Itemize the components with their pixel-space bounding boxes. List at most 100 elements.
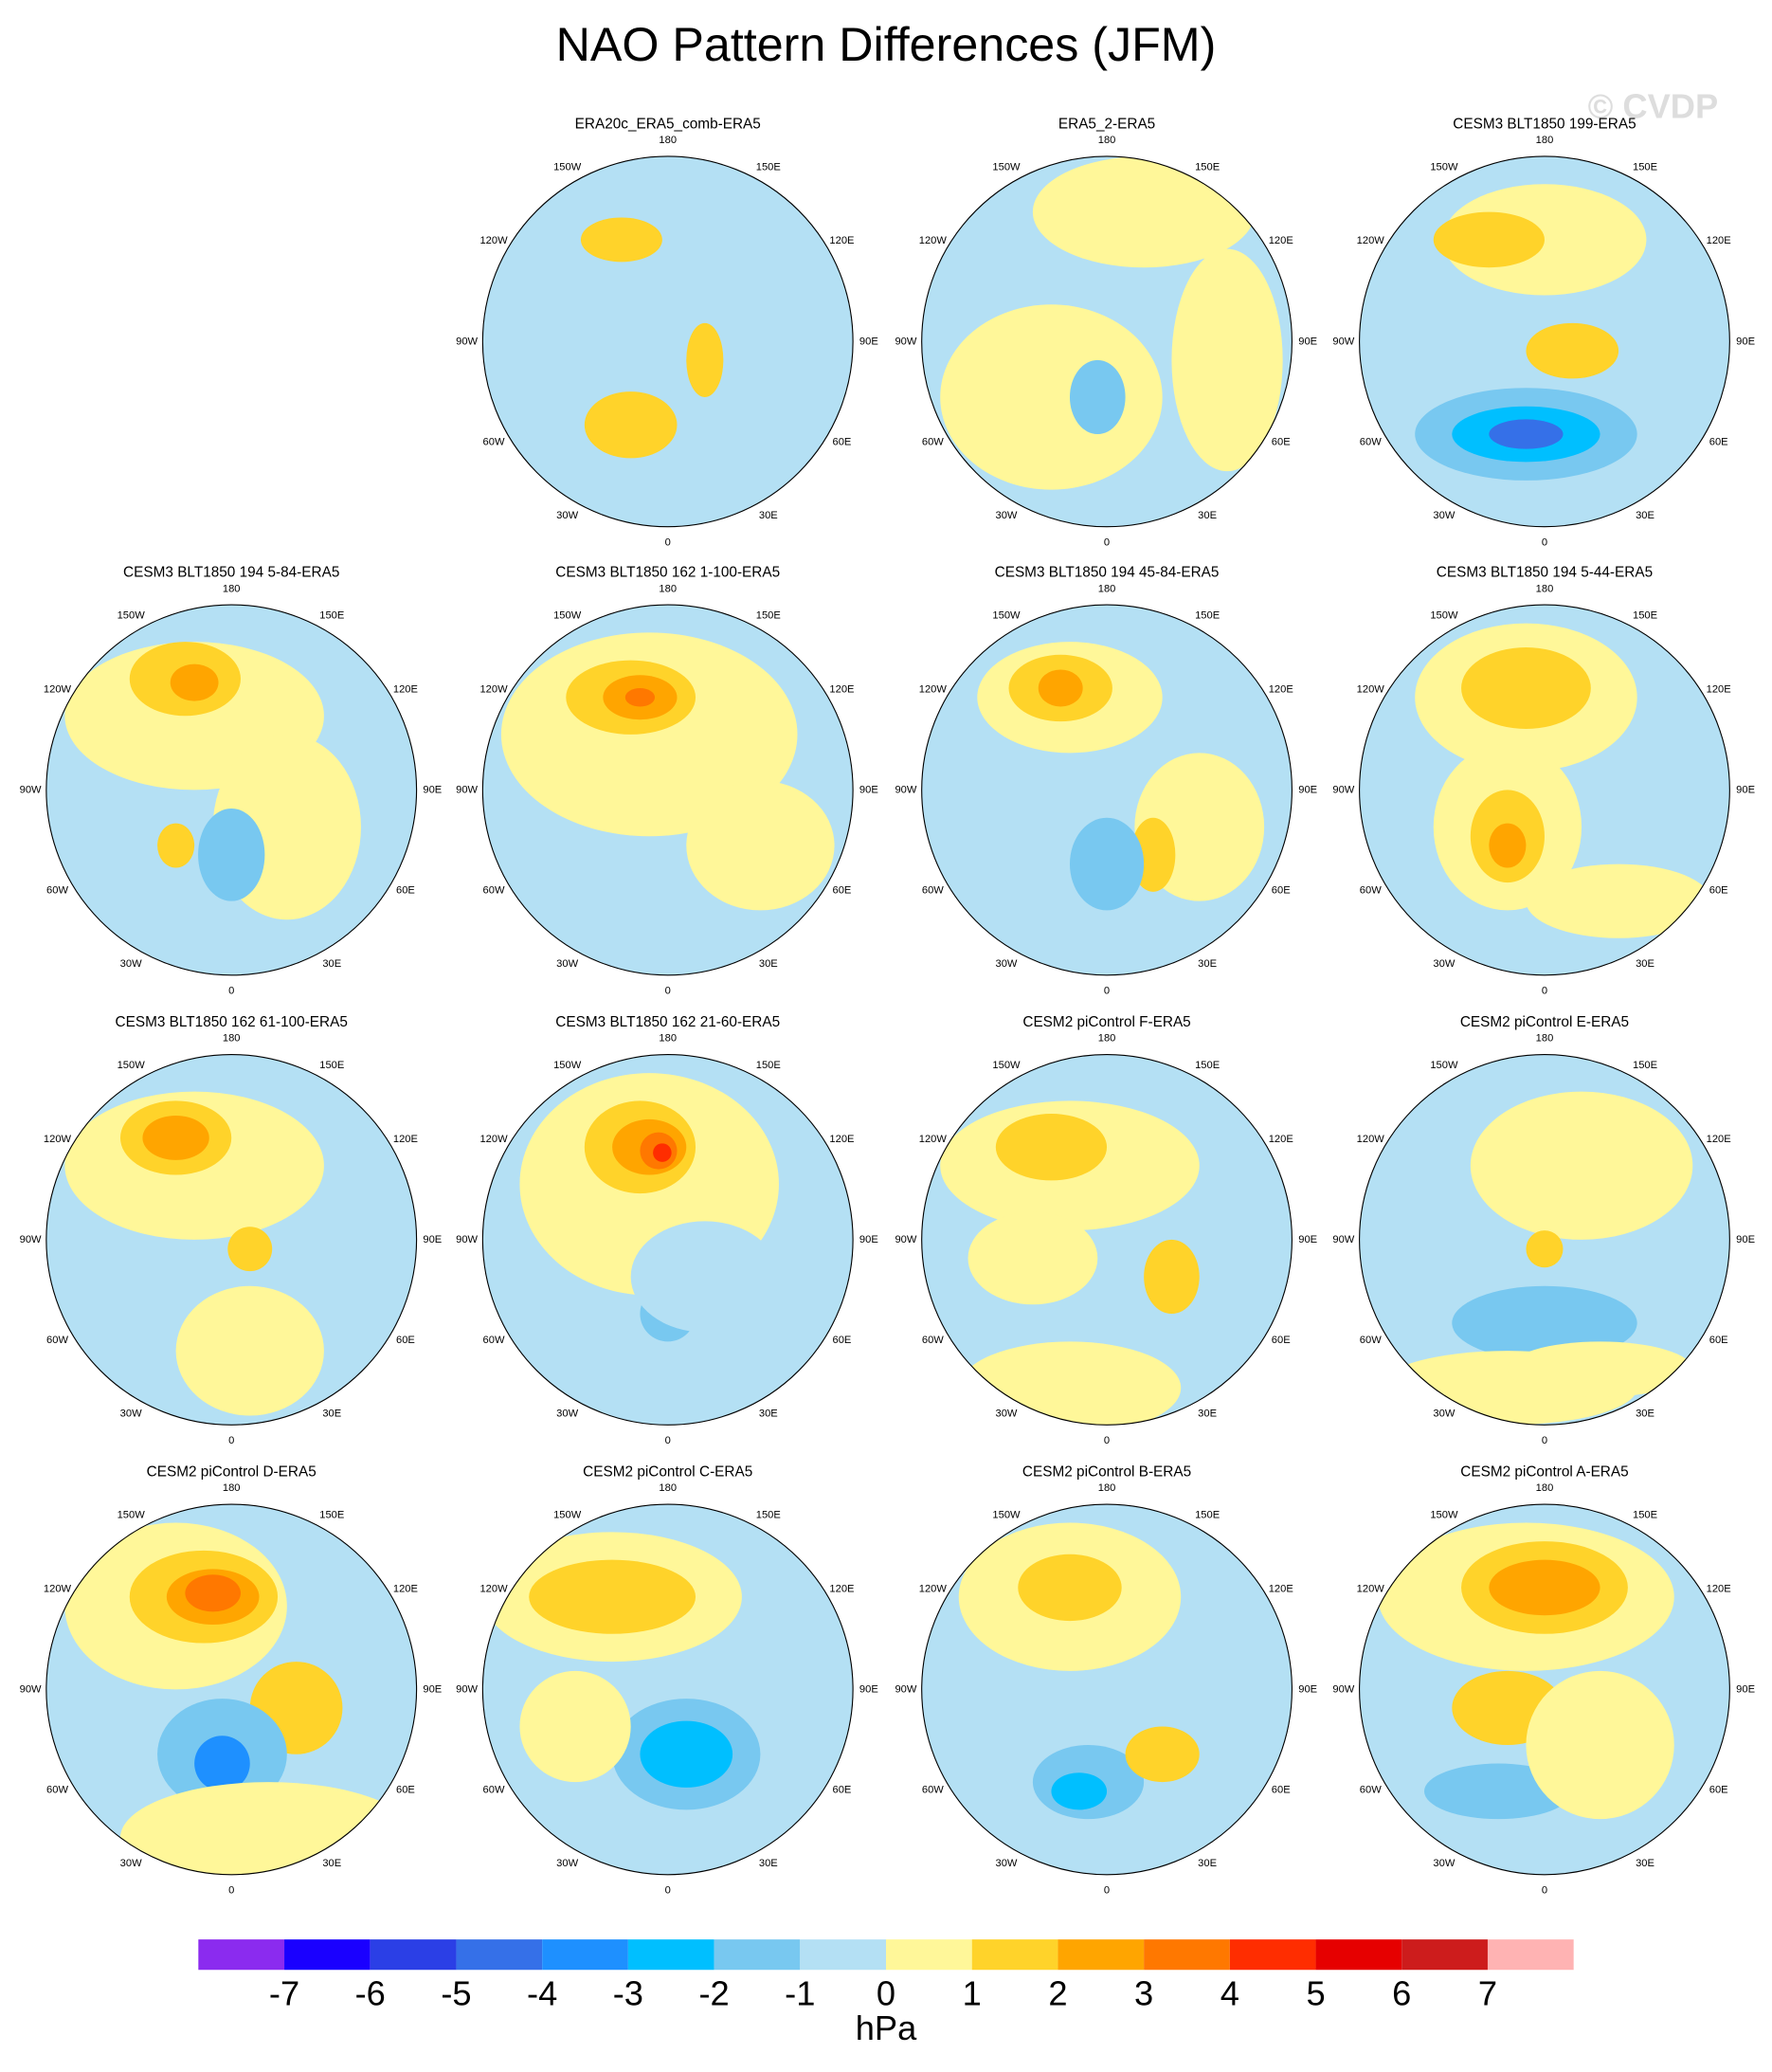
longitude-label: 150W [118,610,146,622]
longitude-label: 180 [1536,583,1554,594]
panel-title: CESM3 BLT1850 194 5-84-ERA5 [123,565,339,581]
anomaly-region [1526,1670,1674,1820]
longitude-label: 120E [829,683,854,695]
longitude-label: 30W [996,1409,1018,1420]
anomaly-region [1526,1230,1564,1268]
map [921,1504,1293,1875]
longitude-label: 90E [1298,1234,1317,1245]
anomaly-region [686,322,724,397]
longitude-label: 90E [1736,784,1755,795]
longitude-label: 150E [1633,610,1657,622]
longitude-label: 120W [44,1583,72,1594]
panel-title: CESM2 piControl D-ERA5 [147,1464,316,1481]
longitude-label: 30W [556,958,578,970]
anomaly-region [198,808,265,901]
colorbar-box [1229,1939,1316,1971]
longitude-label: 0 [1542,536,1547,548]
longitude-label: 60E [396,1784,415,1795]
longitude-label: 90E [1736,336,1755,347]
colorbar-label: -6 [355,1974,386,2013]
map [1359,155,1730,527]
map [45,605,417,975]
longitude-label: 120W [479,683,508,695]
colorbar-box [284,1939,371,1971]
longitude-label: 60W [1360,1335,1382,1346]
map [1359,605,1730,975]
longitude-label: 60E [833,436,852,447]
anomaly-region [1051,1772,1108,1810]
longitude-label: 120E [1707,683,1731,695]
map-border [1359,604,1730,976]
longitude-label: 150E [756,610,781,622]
longitude-label: 120E [1269,235,1293,246]
longitude-label: 120E [829,1583,854,1594]
colorbar-label: -3 [613,1974,643,2013]
longitude-label: 60W [1360,1784,1382,1795]
anomaly-region [1489,1559,1600,1616]
longitude-label: 120E [1269,1134,1293,1145]
longitude-label: 60E [1272,1335,1291,1346]
anomaly-region [967,1211,1098,1305]
longitude-label: 120E [829,1134,854,1145]
longitude-label: 30W [996,958,1018,970]
longitude-label: 60E [1709,1335,1728,1346]
colorbar-box [1315,1939,1402,1971]
anomaly-region [119,1782,417,1875]
anomaly-region [1470,1091,1693,1240]
map [482,155,854,527]
colorbar-label: -2 [698,1974,729,2013]
map-border [481,1053,854,1426]
panel-title: CESM3 BLT1850 199-ERA5 [1453,117,1636,133]
longitude-label: 150E [1633,162,1657,173]
longitude-label: 120W [919,1583,948,1594]
panel-title: CESM3 BLT1850 194 45-84-ERA5 [995,565,1220,581]
longitude-label: 60W [483,884,505,896]
map-border [1359,1053,1730,1426]
longitude-label: 30E [759,510,778,521]
longitude-label: 150E [319,1060,344,1071]
panel-title: CESM3 BLT1850 162 21-60-ERA5 [555,1014,780,1030]
longitude-label: 150E [756,1510,781,1521]
map-border [921,1053,1293,1426]
longitude-label: 30W [556,1409,578,1420]
anomaly-region [1461,646,1591,729]
map-border [481,604,854,976]
longitude-label: 60W [922,1784,944,1795]
colorbar-label: -4 [527,1974,557,2013]
longitude-label: 60E [1272,1784,1291,1795]
longitude-label: 120E [393,683,418,695]
longitude-label: 60W [483,1335,505,1346]
longitude-label: 0 [228,1884,234,1896]
longitude-label: 0 [1104,1435,1110,1446]
longitude-label: 90W [895,336,916,347]
longitude-label: 60E [833,1784,852,1795]
longitude-label: 30W [120,958,142,970]
longitude-label: 60W [46,1784,68,1795]
longitude-label: 180 [223,1482,241,1494]
longitude-label: 180 [659,583,677,594]
map-border [921,1503,1293,1876]
anomaly-region [157,823,195,868]
anomaly-region [630,1221,779,1333]
longitude-label: 30W [996,510,1018,521]
longitude-label: 30E [1636,958,1654,970]
longitude-label: 90E [859,1683,878,1695]
anomaly-region [624,687,656,707]
anomaly-region [580,217,662,263]
anomaly-region [686,780,835,911]
colorbar-label: 0 [877,1974,895,2013]
longitude-label: 90W [456,1234,478,1245]
colorbar-box [1487,1939,1574,1971]
longitude-label: 120W [44,1134,72,1145]
longitude-label: 90W [20,1683,42,1695]
longitude-label: 0 [665,986,671,997]
longitude-label: 150W [992,162,1021,173]
anomaly-region [584,391,678,459]
panel-title: ERA5_2-ERA5 [1058,117,1155,133]
longitude-label: 60E [833,884,852,896]
longitude-label: 180 [1098,135,1116,146]
anomaly-region [1069,359,1126,435]
longitude-label: 150E [319,1510,344,1521]
longitude-label: 90W [1332,784,1354,795]
